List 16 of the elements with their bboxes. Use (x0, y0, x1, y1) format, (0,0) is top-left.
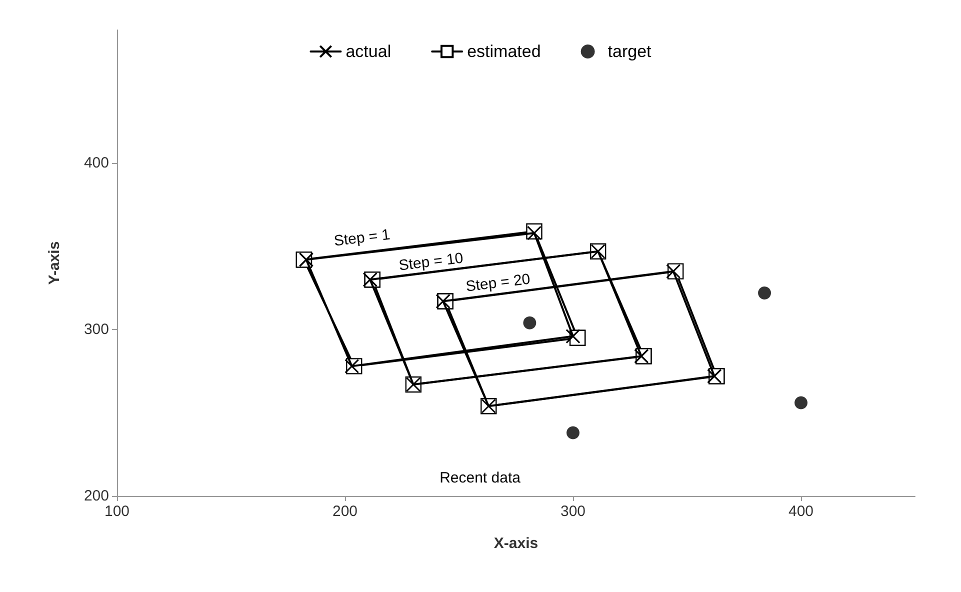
x-tick-label: 300 (560, 503, 586, 520)
x-tick-label: 100 (104, 503, 130, 520)
annotation: Step = 20 (464, 270, 532, 296)
x-tick-label: 200 (332, 503, 358, 520)
x-axis-title: X-axis (494, 535, 538, 552)
legend-label: actual (346, 42, 392, 61)
y-axis-title: Y-axis (46, 241, 63, 285)
annotation: Step = 1 (333, 226, 391, 250)
y-tick-label: 300 (84, 321, 109, 338)
legend-label: estimated (467, 42, 541, 61)
annotation: Recent data (440, 470, 522, 486)
y-tick-label: 200 (84, 488, 109, 504)
annotation: Step = 10 (398, 250, 464, 274)
legend-label: target (608, 42, 652, 61)
y-tick-label: 400 (84, 154, 109, 172)
x-tick-label: 400 (788, 503, 814, 520)
